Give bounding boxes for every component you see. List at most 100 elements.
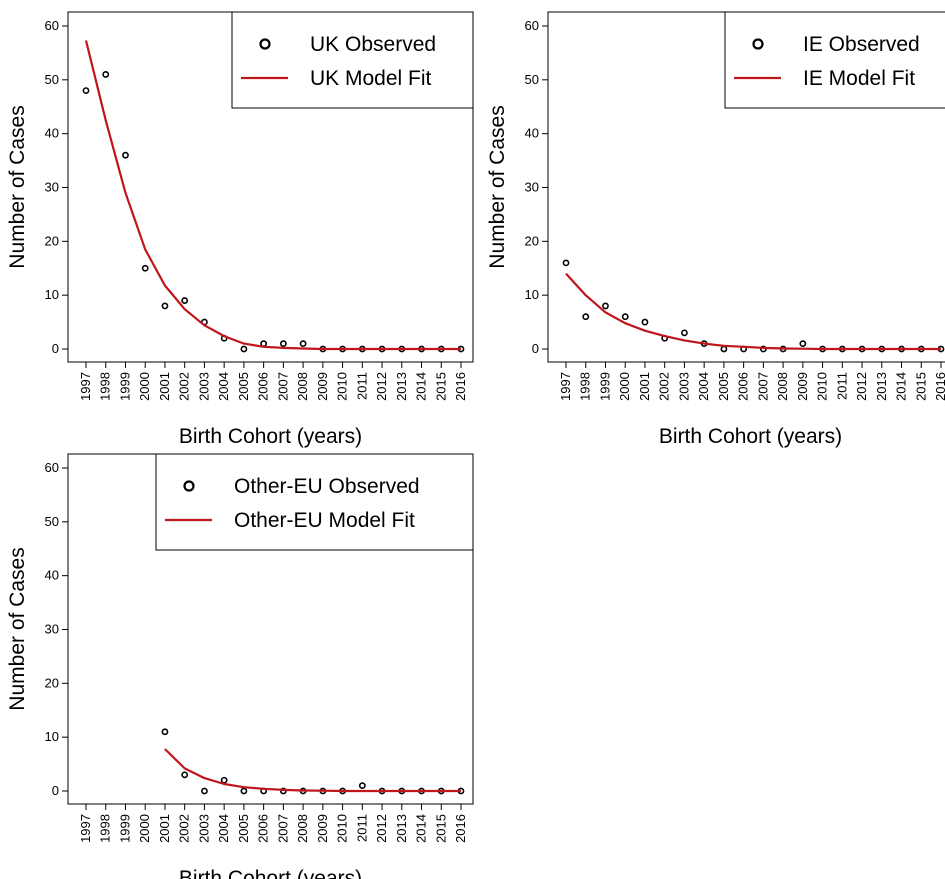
model-fit-line (84, 40, 461, 351)
x-tick-label: 2004 (216, 814, 231, 843)
legend-label: IE Observed (803, 33, 920, 56)
observed-point (161, 728, 169, 736)
x-tick-label: 2009 (315, 372, 330, 401)
observed-point (720, 345, 728, 353)
observed-point (181, 771, 189, 779)
y-tick-label: 30 (45, 622, 59, 637)
x-tick-label: 2001 (637, 372, 652, 401)
legend-point-swatch (259, 38, 271, 50)
x-tick-label: 2004 (216, 372, 231, 401)
legend-point-swatch (183, 480, 195, 492)
x-tick-label: 2006 (256, 814, 271, 843)
y-tick-label: 10 (45, 287, 59, 302)
x-tick-label: 2002 (177, 372, 192, 401)
observed-point (681, 329, 688, 337)
y-tick-label: 10 (525, 287, 539, 302)
x-tick-label: 2009 (315, 814, 330, 843)
x-tick-label: 2016 (453, 814, 468, 843)
y-tick-label: 60 (45, 18, 59, 33)
observed-point (240, 787, 248, 795)
x-tick-label: 2008 (295, 372, 310, 401)
legend-label: UK Model Fit (310, 67, 432, 90)
observed-point (621, 313, 629, 321)
model-fit-line (164, 748, 461, 793)
x-tick-label: 2012 (854, 372, 869, 401)
y-tick-label: 60 (45, 460, 59, 475)
x-tick-label: 2014 (414, 372, 429, 401)
y-tick-label: 50 (45, 72, 59, 87)
x-tick-label: 2010 (335, 372, 350, 401)
y-tick-label: 40 (525, 126, 539, 141)
legend-label: UK Observed (310, 33, 436, 56)
x-tick-label: 2012 (374, 372, 389, 401)
observed-point (220, 776, 228, 784)
y-tick-label: 50 (45, 514, 59, 529)
x-tick-label: 2006 (736, 372, 751, 401)
x-tick-label: 2011 (354, 814, 369, 842)
observed-point (240, 345, 248, 353)
x-tick-label: 2000 (137, 372, 152, 401)
x-tick-label: 1999 (597, 372, 612, 401)
x-tick-label: 2008 (295, 814, 310, 843)
observed-point (602, 302, 609, 310)
legend-point-swatch (752, 38, 764, 50)
x-tick-label: 2004 (696, 372, 711, 401)
y-tick-label: 40 (45, 126, 59, 141)
y-tick-label: 50 (525, 72, 539, 87)
observed-point (582, 313, 590, 321)
x-axis-title: Birth Cohort (years) (179, 867, 362, 879)
legend-box (231, 11, 474, 109)
y-axis-title: Number of Cases (6, 547, 29, 710)
x-tick-label: 2015 (913, 372, 928, 401)
x-tick-label: 2005 (716, 372, 731, 401)
x-tick-label: 2012 (374, 814, 389, 843)
x-tick-label: 2003 (196, 372, 211, 401)
x-tick-label: 1999 (117, 814, 132, 843)
x-tick-label: 2003 (196, 814, 211, 843)
x-tick-label: 2013 (874, 372, 889, 401)
observed-point (799, 340, 807, 348)
x-tick-label: 1999 (117, 372, 132, 401)
ie-panel: 0 10 20 30 40 50 60 1997 1998 1999 2000 2001 2002 200… (486, 11, 945, 448)
y-axis-title: Number of Cases (486, 105, 509, 268)
x-tick-label: 1997 (558, 372, 573, 401)
model-fit-line (565, 272, 941, 351)
observed-point (299, 340, 307, 348)
uk-panel: 0 10 20 30 40 50 60 1997 1998 1999 2000 2001 2002 200… (6, 11, 474, 448)
x-tick-label: 2011 (354, 372, 369, 400)
y-tick-label: 30 (45, 180, 59, 195)
y-tick-label: 20 (525, 233, 539, 248)
x-tick-label: 2013 (394, 814, 409, 843)
x-axis-title: Birth Cohort (years) (179, 425, 362, 448)
legend-label: IE Model Fit (803, 67, 915, 90)
y-tick-label: 10 (45, 729, 59, 744)
x-tick-label: 2015 (433, 372, 448, 401)
x-tick-label: 2014 (414, 814, 429, 843)
observed-point (82, 87, 90, 94)
observed-point (201, 787, 208, 795)
x-tick-label: 1997 (78, 372, 93, 401)
x-tick-label: 2016 (933, 372, 945, 401)
x-tick-label: 2007 (275, 372, 290, 401)
observed-point (641, 318, 649, 326)
x-tick-label: 1997 (78, 814, 93, 843)
x-tick-label: 2013 (394, 372, 409, 401)
x-tick-label: 1998 (98, 814, 113, 843)
observed-point (181, 297, 189, 304)
x-tick-label: 2009 (795, 372, 810, 401)
x-tick-label: 2000 (137, 814, 152, 843)
legend-box (724, 11, 945, 109)
legend-label: Other-EU Model Fit (234, 509, 415, 532)
x-tick-label: 2014 (894, 372, 909, 401)
legend-label: Other-EU Observed (234, 475, 420, 498)
x-tick-label: 2007 (755, 372, 770, 401)
y-tick-label: 60 (525, 18, 539, 33)
x-tick-label: 2011 (834, 372, 849, 400)
y-tick-label: 30 (525, 180, 539, 195)
observed-point (141, 264, 149, 272)
observed-point (358, 782, 366, 790)
y-tick-label: 0 (532, 341, 539, 356)
y-axis-title: Number of Cases (6, 105, 29, 268)
x-tick-label: 2002 (657, 372, 672, 401)
